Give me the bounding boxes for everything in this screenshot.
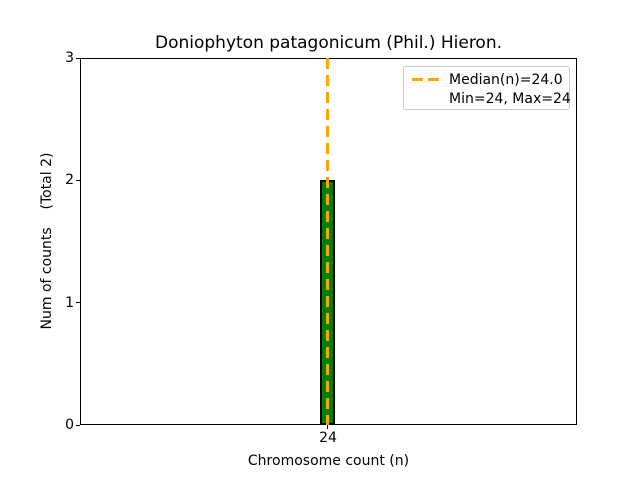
x-axis-tick-label: 24: [319, 430, 337, 446]
x-axis-tick-mark: [327, 425, 328, 429]
y-axis-tick-mark: [76, 302, 80, 304]
legend-entry-median: Median(n)=24.0: [412, 70, 563, 89]
median-line: [326, 58, 329, 425]
y-axis-tick-mark: [76, 57, 80, 59]
y-axis-tick-label: 1: [65, 294, 74, 311]
legend-sample-spacer: [412, 97, 439, 100]
legend-entry-minmax: Min=24, Max=24: [412, 89, 571, 108]
chart-title: Doniophyton patagonicum (Phil.) Hieron.: [154, 33, 503, 53]
y-axis-tick-label: 2: [65, 172, 74, 189]
y-axis-tick-mark: [76, 179, 80, 181]
y-axis-tick-label: 3: [65, 50, 74, 66]
y-axis-tick-label: 0: [65, 417, 74, 433]
x-axis-label: Chromosome count (n): [247, 453, 410, 469]
y-axis-tick-mark: [76, 424, 80, 426]
legend-label-median: Median(n)=24.0: [449, 71, 563, 88]
y-axis-label: Num of counts (Total 2): [39, 152, 55, 330]
median-dashed-line-sample: [412, 78, 439, 81]
legend-label-minmax: Min=24, Max=24: [449, 90, 571, 107]
legend: Median(n)=24.0 Min=24, Max=24: [403, 66, 571, 110]
